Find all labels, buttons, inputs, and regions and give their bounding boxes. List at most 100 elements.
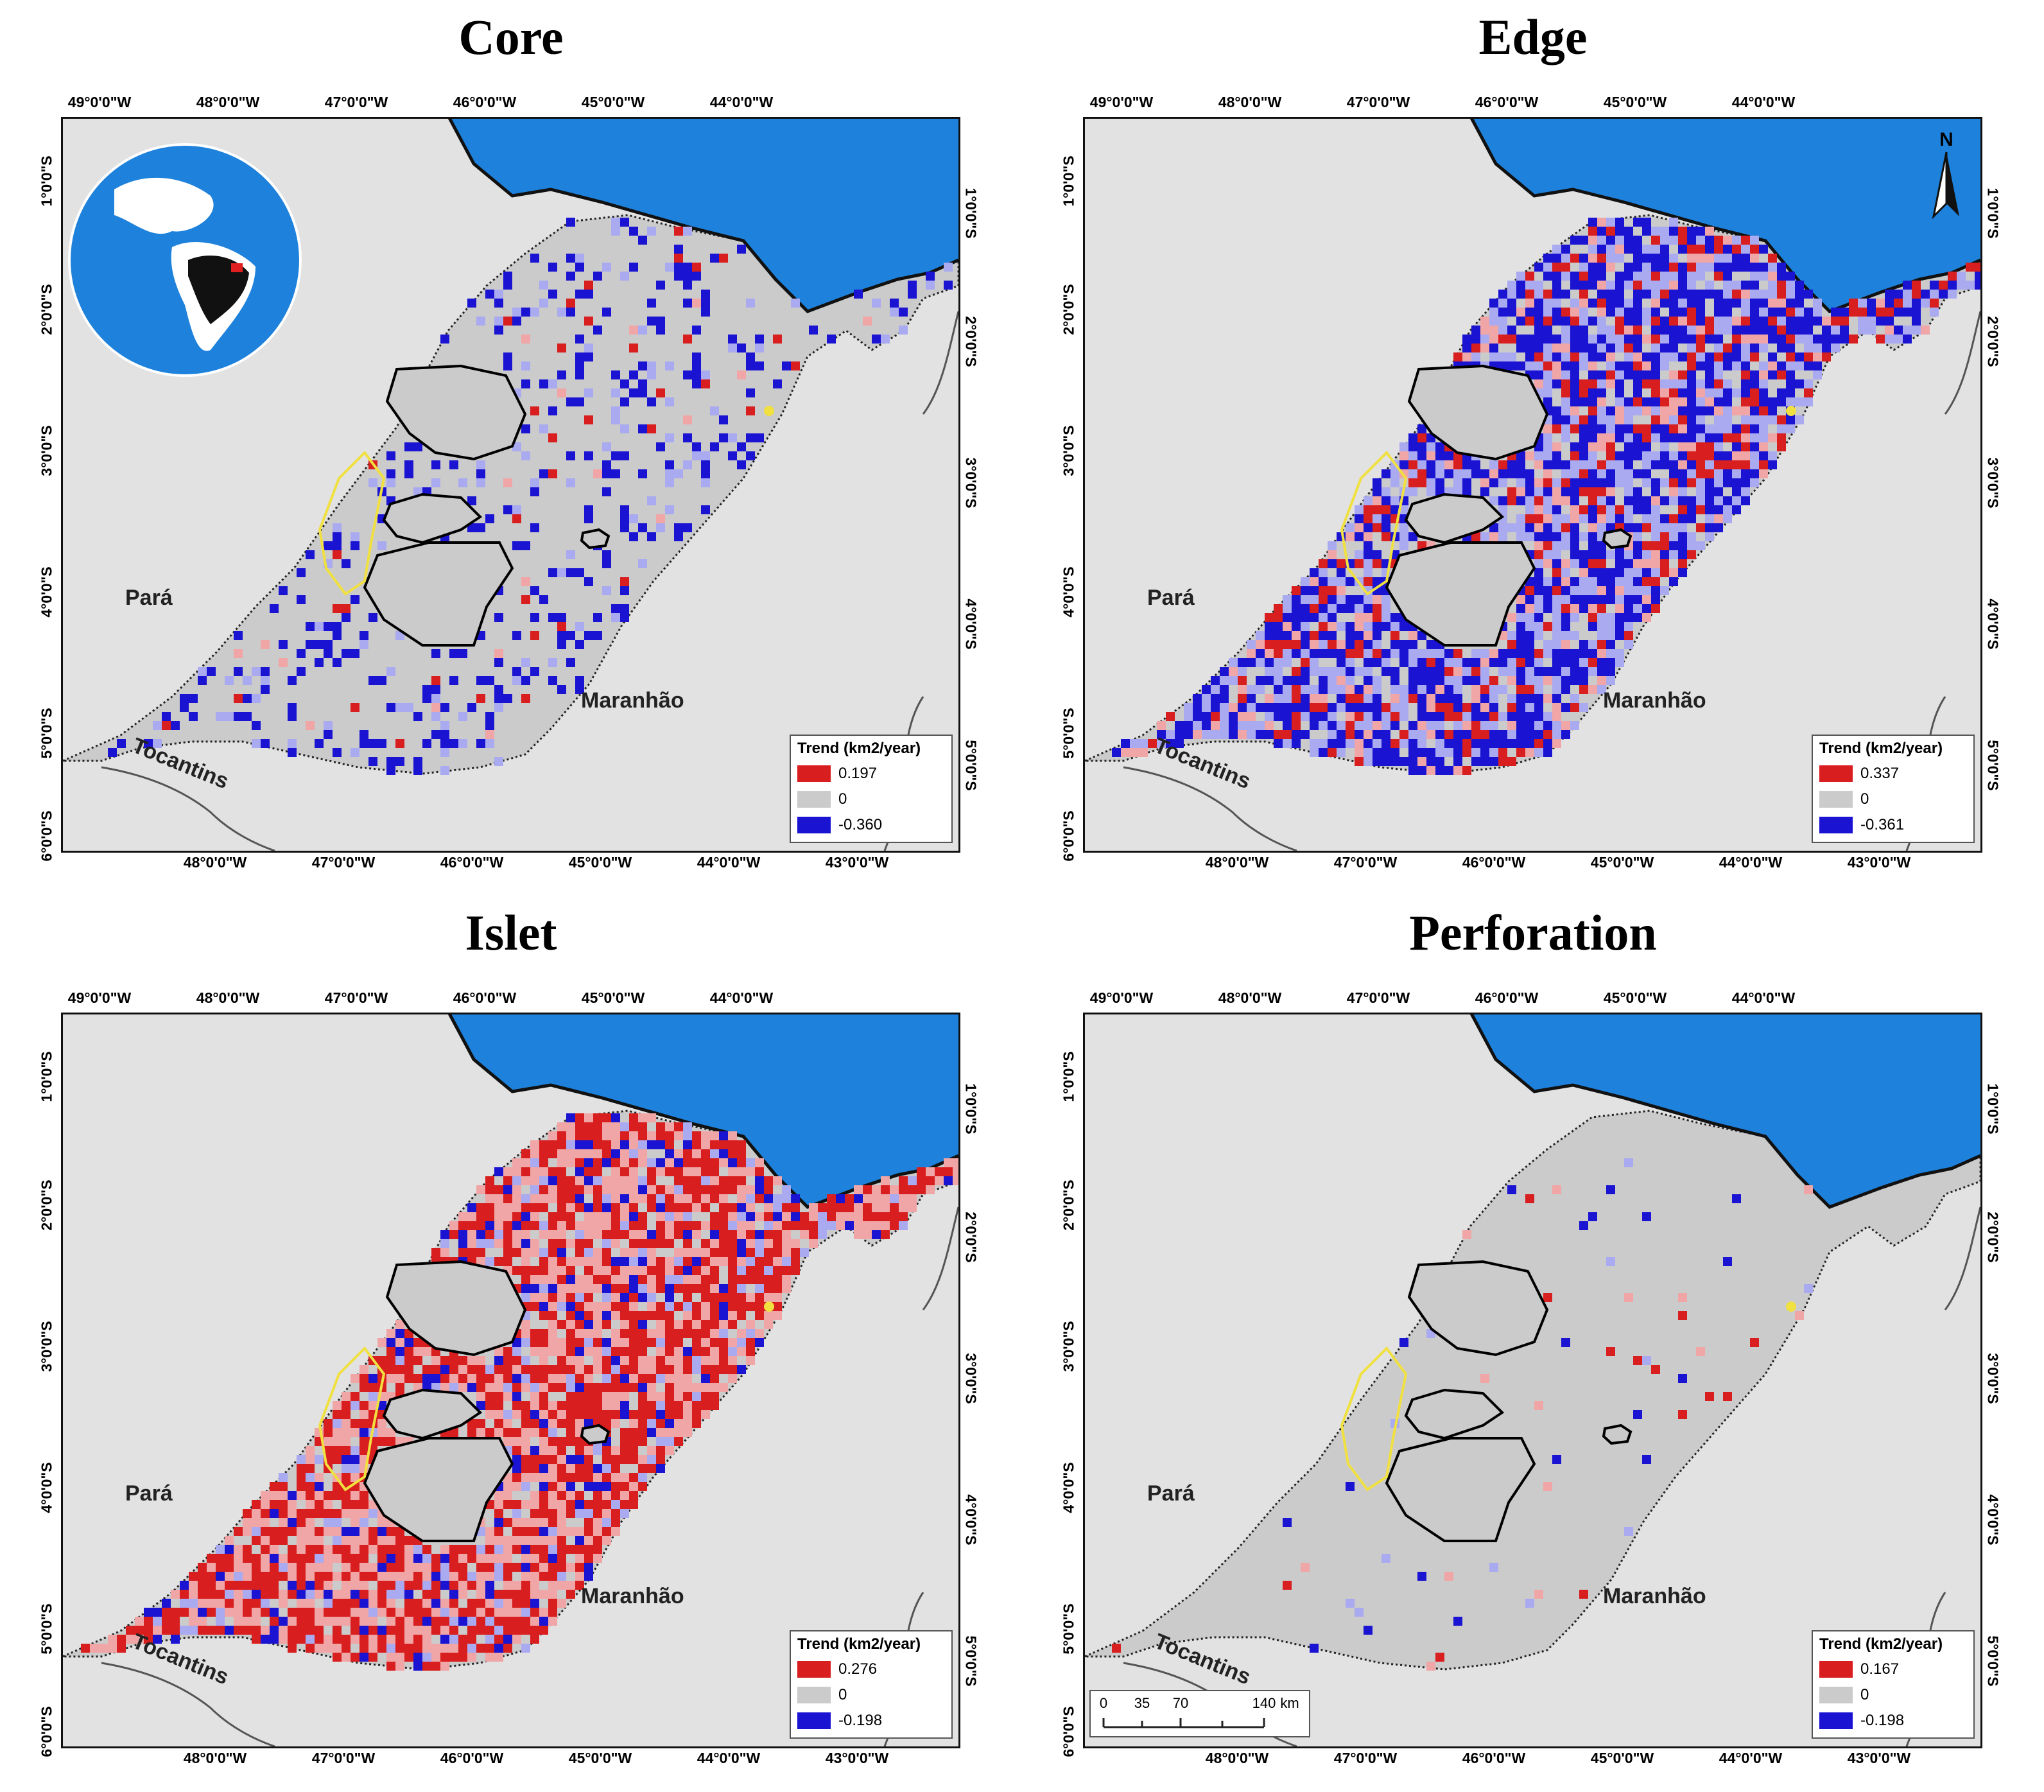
trend-pixel <box>1328 730 1337 739</box>
trend-pixel <box>1741 326 1750 335</box>
trend-pixel <box>261 640 270 649</box>
trend-pixel <box>593 1203 602 1212</box>
trend-pixel <box>683 1347 692 1356</box>
trend-pixel <box>611 218 620 227</box>
trend-pixel <box>476 460 485 469</box>
trend-pixel <box>1732 433 1741 442</box>
trend-pixel <box>395 1572 404 1581</box>
trend-pixel <box>342 559 351 568</box>
trend-pixel <box>467 1554 476 1563</box>
trend-pixel <box>467 1545 476 1554</box>
trend-pixel <box>297 1590 306 1599</box>
trend-pixel <box>566 1293 575 1302</box>
trend-pixel <box>1570 676 1579 685</box>
trend-pixel <box>261 739 270 748</box>
trend-pixel <box>297 1545 306 1554</box>
trend-pixel <box>395 1653 404 1662</box>
coordinate-tick-label: 49°0'0"W <box>1089 94 1154 110</box>
trend-pixel <box>548 433 557 442</box>
trend-pixel <box>377 1599 386 1608</box>
trend-pixel <box>539 1419 548 1428</box>
trend-pixel <box>1507 730 1516 739</box>
trend-pixel <box>297 1518 306 1527</box>
trend-pixel <box>359 1419 368 1428</box>
trend-pixel <box>530 1428 539 1437</box>
trend-pixel <box>1399 640 1408 649</box>
legend-title: Trend (km2/year) <box>797 1635 921 1653</box>
protected-area-outline <box>385 1260 527 1357</box>
trend-pixel <box>1669 281 1678 290</box>
trend-pixel <box>1408 721 1417 730</box>
trend-pixel <box>1525 649 1534 658</box>
trend-pixel <box>1534 379 1543 388</box>
trend-pixel <box>521 1644 530 1653</box>
coordinate-tick-label: 45°0'0"W <box>1603 989 1667 1006</box>
trend-pixel <box>440 1608 449 1617</box>
trend-pixel <box>476 1626 485 1635</box>
trend-pixel <box>1408 676 1417 685</box>
trend-pixel <box>1552 568 1561 577</box>
trend-pixel <box>1399 1338 1408 1347</box>
trend-pixel <box>665 1428 674 1437</box>
trend-pixel <box>458 1554 467 1563</box>
trend-pixel <box>1364 622 1373 631</box>
trend-pixel <box>1480 326 1489 335</box>
trend-pixel <box>512 631 521 640</box>
trend-pixel <box>1453 460 1462 469</box>
trend-pixel <box>1417 757 1426 766</box>
trend-pixel <box>1202 703 1211 712</box>
panel-islet: Islet 49°0'0"W 48°0'0"W 47°0'0"W 46°0'0"W 45… <box>0 896 1022 1791</box>
trend-pixel <box>1705 478 1714 487</box>
trend-pixel <box>791 1194 800 1203</box>
trend-pixel <box>1480 344 1489 352</box>
trend-pixel <box>1310 568 1319 577</box>
trend-pixel <box>638 1311 647 1320</box>
trend-pixel <box>1876 317 1885 326</box>
trend-pixel <box>584 1131 593 1140</box>
trend-pixel <box>836 1212 845 1221</box>
trend-pixel <box>1750 254 1759 263</box>
trend-pixel <box>1355 640 1364 649</box>
trend-pixel <box>602 1518 611 1527</box>
trend-pixel <box>1561 586 1570 595</box>
trend-pixel <box>1696 317 1705 326</box>
trend-pixel <box>395 1608 404 1617</box>
trend-pixel <box>1894 308 1903 317</box>
trend-pixel <box>674 1392 683 1401</box>
trend-pixel <box>1651 245 1660 254</box>
trend-pixel <box>1552 640 1561 649</box>
trend-pixel <box>1265 622 1274 631</box>
trend-pixel <box>530 631 539 640</box>
trend-pixel <box>503 1581 512 1590</box>
trend-pixel <box>467 1383 476 1392</box>
trend-pixel <box>611 1347 620 1356</box>
trend-pixel <box>557 1527 566 1536</box>
trend-pixel <box>377 1608 386 1617</box>
trend-pixel <box>1337 676 1346 685</box>
protected-area-outline <box>1407 1260 1549 1357</box>
trend-pixel <box>279 1473 288 1482</box>
trend-pixel <box>1885 299 1894 308</box>
trend-pixel <box>386 451 395 460</box>
trend-pixel <box>1669 344 1678 352</box>
trend-pixel <box>306 640 315 649</box>
trend-pixel <box>1328 604 1337 613</box>
trend-pixel <box>539 1140 548 1149</box>
trend-pixel <box>557 1230 566 1239</box>
trend-pixel <box>584 1392 593 1401</box>
trend-pixel <box>1588 442 1597 451</box>
trend-pixel <box>746 1212 755 1221</box>
trend-pixel <box>485 1581 494 1590</box>
trend-pixel <box>485 739 494 748</box>
trend-pixel <box>207 1599 216 1608</box>
trend-pixel <box>279 1482 288 1491</box>
trend-pixel <box>377 1572 386 1581</box>
trend-pixel <box>1705 433 1714 442</box>
trend-pixel <box>620 1401 629 1410</box>
trend-pixel <box>629 1383 638 1392</box>
trend-pixel <box>333 541 342 550</box>
legend-swatch <box>797 1687 831 1703</box>
trend-pixel <box>1534 568 1543 577</box>
trend-pixel <box>1633 317 1642 326</box>
trend-pixel <box>467 1653 476 1662</box>
